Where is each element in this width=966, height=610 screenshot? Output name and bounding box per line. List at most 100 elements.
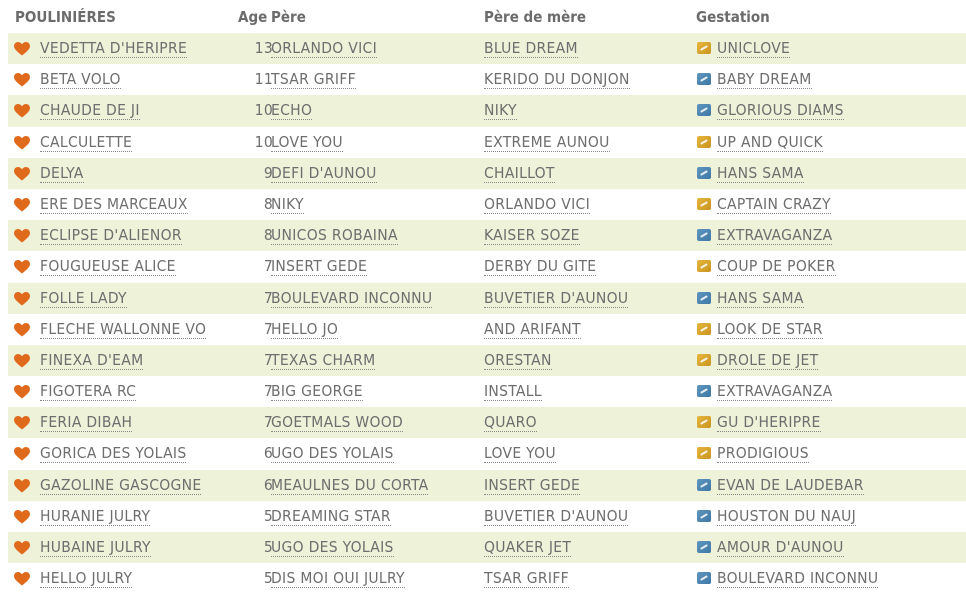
heart-icon[interactable] bbox=[14, 385, 30, 399]
mare-name-link[interactable]: FLECHE WALLONNE VO bbox=[40, 319, 207, 339]
sire-link[interactable]: BOULEVARD INCONNU bbox=[271, 288, 433, 308]
dam-sire-link[interactable]: AND ARIFANT bbox=[484, 319, 581, 339]
gestation-stallion-link[interactable]: PRODIGIOUS bbox=[717, 444, 809, 464]
gestation-stallion-link[interactable]: LOOK DE STAR bbox=[717, 319, 823, 339]
dam-sire-link[interactable]: CHAILLOT bbox=[484, 163, 555, 183]
mare-name-link[interactable]: ECLIPSE D'ALIENOR bbox=[40, 226, 182, 246]
heart-icon[interactable] bbox=[14, 353, 30, 368]
dam-sire-link[interactable]: LOVE YOU bbox=[484, 444, 556, 464]
gestation-stallion-link[interactable]: BABY DREAM bbox=[717, 70, 812, 90]
gestation-stallion-link[interactable]: CAPTAIN CRAZY bbox=[717, 194, 831, 214]
heart-icon[interactable] bbox=[14, 135, 30, 150]
mare-name-link[interactable]: CHAUDE DE JI bbox=[40, 101, 140, 121]
gestation-stallion-link[interactable]: EXTRAVAGANZA bbox=[717, 226, 833, 246]
gestation-icon bbox=[697, 353, 711, 366]
gestation-icon bbox=[697, 197, 711, 210]
dam-sire-link[interactable]: BLUE DREAM bbox=[484, 39, 578, 58]
sire-link[interactable]: HELLO JO bbox=[271, 319, 339, 339]
dam-sire-link[interactable]: BUVETIER D'AUNOU bbox=[484, 506, 629, 526]
heart-icon[interactable] bbox=[14, 42, 30, 56]
mare-name-link[interactable]: FERIA DIBAH bbox=[40, 413, 133, 433]
mare-name-link[interactable]: VEDETTA D'HERIPRE bbox=[40, 39, 188, 58]
gestation-stallion-link[interactable]: HOUSTON DU NAUJ bbox=[717, 506, 857, 526]
gestation-stallion-link[interactable]: AMOUR D'AUNOU bbox=[717, 538, 844, 557]
age: 6 bbox=[263, 444, 273, 463]
sire-link[interactable]: DEFI D'AUNOU bbox=[271, 163, 377, 183]
gestation-stallion-link[interactable]: EVAN DE LAUDEBAR bbox=[717, 475, 864, 495]
mare-name-link[interactable]: HUBAINE JULRY bbox=[40, 538, 151, 557]
mare-name-link[interactable]: CALCULETTE bbox=[40, 132, 133, 152]
dam-sire-link[interactable]: DERBY DU GITE bbox=[484, 257, 597, 277]
sire-link[interactable]: GOETMALS WOOD bbox=[271, 413, 404, 433]
mare-name-link[interactable]: BETA VOLO bbox=[40, 70, 121, 90]
header-name: POULINIÉRES bbox=[15, 8, 116, 26]
age: 6 bbox=[263, 475, 273, 494]
sire-link[interactable]: UGO DES YOLAIS bbox=[271, 538, 394, 557]
heart-icon[interactable] bbox=[14, 197, 30, 212]
mare-name-link[interactable]: GORICA DES YOLAIS bbox=[40, 444, 187, 464]
gestation-icon bbox=[697, 416, 711, 429]
mare-name-link[interactable]: FOLLE LADY bbox=[40, 288, 127, 308]
sire-link[interactable]: TEXAS CHARM bbox=[271, 350, 376, 370]
mare-name-link[interactable]: FIGOTERA RC bbox=[40, 382, 137, 402]
heart-icon[interactable] bbox=[14, 447, 30, 461]
mare-name-link[interactable]: FINEXA D'EAM bbox=[40, 350, 144, 370]
dam-sire-link[interactable]: NIKY bbox=[484, 101, 517, 121]
table-body: VEDETTA D'HERIPRE 13 ORLANDO VICI BLUE D… bbox=[8, 33, 966, 594]
gestation-stallion-link[interactable]: UNICLOVE bbox=[717, 39, 791, 58]
dam-sire-link[interactable]: TSAR GRIFF bbox=[484, 569, 569, 589]
dam-sire-link[interactable]: KAISER SOZE bbox=[484, 226, 580, 246]
gestation-stallion-link[interactable]: GU D'HERIPRE bbox=[717, 413, 821, 433]
gestation-stallion-link[interactable]: UP AND QUICK bbox=[717, 132, 823, 152]
table-row: HURANIE JULRY 5 DREAMING STAR BUVETIER D… bbox=[8, 501, 966, 532]
mare-name-link[interactable]: HURANIE JULRY bbox=[40, 506, 151, 526]
sire-link[interactable]: LOVE YOU bbox=[271, 132, 343, 152]
gestation-stallion-link[interactable]: BOULEVARD INCONNU bbox=[717, 569, 879, 589]
dam-sire-link[interactable]: ORLANDO VICI bbox=[484, 194, 590, 214]
gestation-stallion-link[interactable]: HANS SAMA bbox=[717, 288, 804, 308]
gestation-stallion-link[interactable]: GLORIOUS DIAMS bbox=[717, 101, 844, 121]
sire-link[interactable]: NIKY bbox=[271, 194, 304, 214]
sire-link[interactable]: BIG GEORGE bbox=[271, 382, 363, 402]
header-age: Age bbox=[238, 8, 268, 26]
dam-sire-link[interactable]: INSERT GEDE bbox=[484, 475, 581, 495]
heart-icon[interactable] bbox=[14, 291, 30, 306]
sire-link[interactable]: ECHO bbox=[271, 101, 313, 121]
heart-icon[interactable] bbox=[14, 260, 30, 274]
heart-icon[interactable] bbox=[14, 166, 30, 181]
sire-link[interactable]: MEAULNES DU CORTA bbox=[271, 475, 429, 495]
dam-sire-link[interactable]: QUAKER JET bbox=[484, 538, 572, 557]
sire-link[interactable]: INSERT GEDE bbox=[271, 257, 368, 277]
heart-icon[interactable] bbox=[14, 509, 30, 524]
mare-name-link[interactable]: ERE DES MARCEAUX bbox=[40, 194, 188, 214]
sire-link[interactable]: UNICOS ROBAINA bbox=[271, 226, 398, 246]
heart-icon[interactable] bbox=[14, 104, 30, 118]
dam-sire-link[interactable]: QUARO bbox=[484, 413, 537, 433]
dam-sire-link[interactable]: ORESTAN bbox=[484, 350, 552, 370]
table-row: HELLO JULRY 5 DIS MOI OUI JULRY TSAR GRI… bbox=[8, 563, 966, 594]
mare-name-link[interactable]: DELYA bbox=[40, 163, 84, 183]
dam-sire-link[interactable]: BUVETIER D'AUNOU bbox=[484, 288, 629, 308]
sire-link[interactable]: ORLANDO VICI bbox=[271, 39, 377, 58]
dam-sire-link[interactable]: KERIDO DU DONJON bbox=[484, 70, 630, 90]
gestation-stallion-link[interactable]: COUP DE POKER bbox=[717, 257, 836, 277]
mare-name-link[interactable]: GAZOLINE GASCOGNE bbox=[40, 475, 202, 495]
dam-sire-link[interactable]: EXTREME AUNOU bbox=[484, 132, 610, 152]
gestation-stallion-link[interactable]: DROLE DE JET bbox=[717, 350, 819, 370]
heart-icon[interactable] bbox=[14, 572, 30, 586]
mare-name-link[interactable]: HELLO JULRY bbox=[40, 569, 133, 589]
sire-link[interactable]: DIS MOI OUI JULRY bbox=[271, 569, 405, 589]
heart-icon[interactable] bbox=[14, 322, 30, 337]
heart-icon[interactable] bbox=[14, 73, 30, 87]
heart-icon[interactable] bbox=[14, 416, 30, 430]
sire-link[interactable]: TSAR GRIFF bbox=[271, 70, 356, 90]
gestation-stallion-link[interactable]: HANS SAMA bbox=[717, 163, 804, 183]
mare-name-link[interactable]: FOUGUEUSE ALICE bbox=[40, 257, 176, 277]
gestation-stallion-link[interactable]: EXTRAVAGANZA bbox=[717, 382, 833, 402]
dam-sire-link[interactable]: INSTALL bbox=[484, 382, 542, 402]
heart-icon[interactable] bbox=[14, 541, 30, 555]
sire-link[interactable]: UGO DES YOLAIS bbox=[271, 444, 394, 464]
sire-link[interactable]: DREAMING STAR bbox=[271, 506, 391, 526]
heart-icon[interactable] bbox=[14, 229, 30, 243]
heart-icon[interactable] bbox=[14, 478, 30, 493]
